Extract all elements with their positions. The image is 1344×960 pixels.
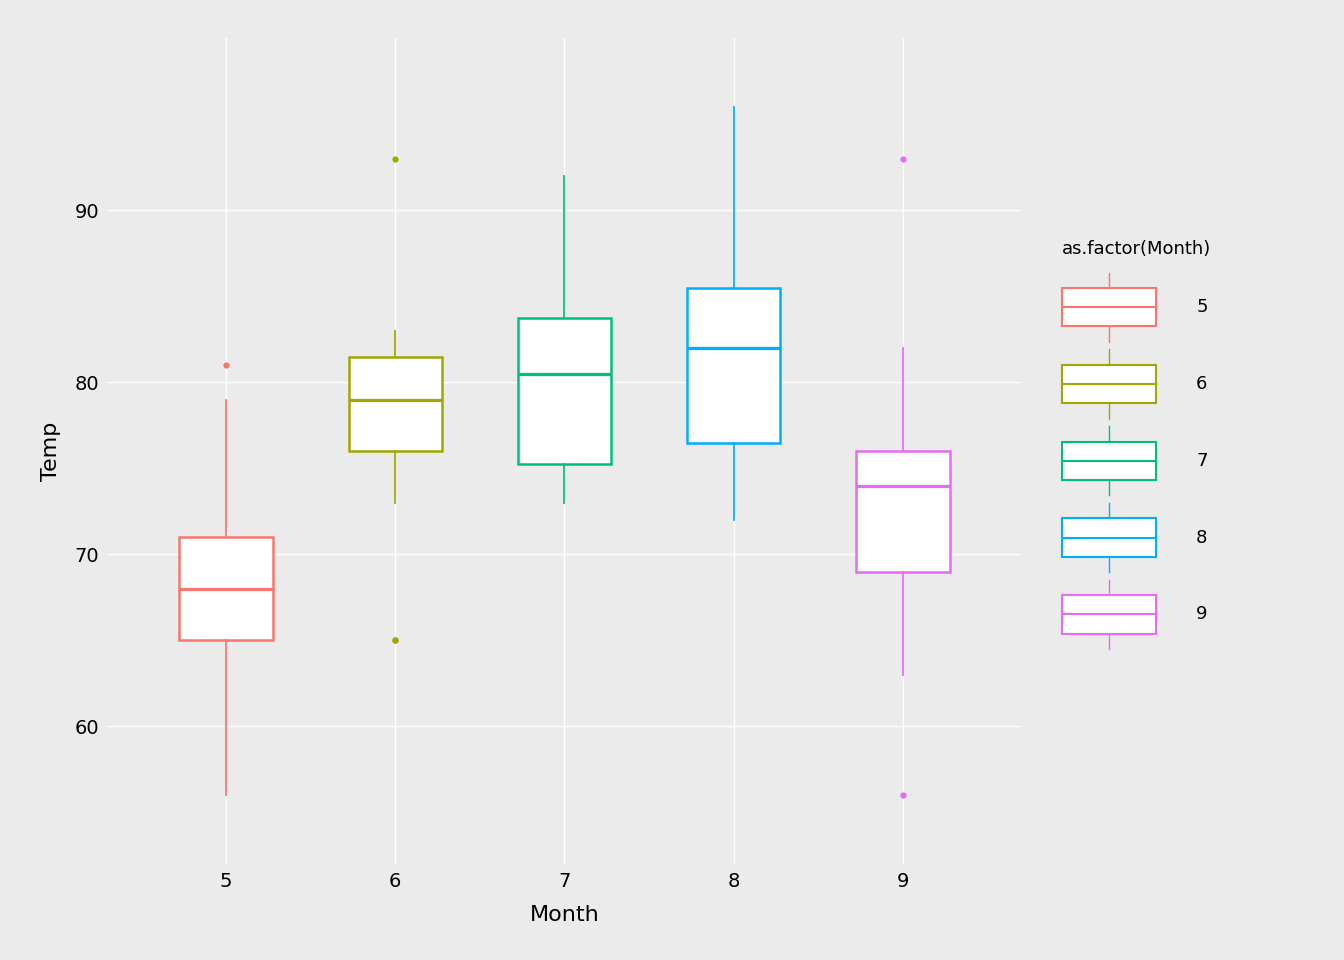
Bar: [856, 451, 949, 571]
Text: 5: 5: [1196, 299, 1208, 316]
Text: 7: 7: [1196, 452, 1208, 469]
FancyBboxPatch shape: [1062, 365, 1156, 403]
Bar: [180, 538, 273, 640]
Y-axis label: Temp: Temp: [40, 421, 60, 481]
Text: 6: 6: [1196, 375, 1207, 393]
FancyBboxPatch shape: [1062, 595, 1156, 634]
Bar: [687, 288, 781, 443]
FancyBboxPatch shape: [1062, 442, 1156, 480]
X-axis label: Month: Month: [530, 905, 599, 925]
FancyBboxPatch shape: [1062, 288, 1156, 326]
Text: 8: 8: [1196, 529, 1207, 546]
Text: as.factor(Month): as.factor(Month): [1062, 240, 1211, 258]
Bar: [517, 318, 612, 464]
FancyBboxPatch shape: [1062, 518, 1156, 557]
Text: 9: 9: [1196, 606, 1208, 623]
Bar: [348, 356, 442, 451]
